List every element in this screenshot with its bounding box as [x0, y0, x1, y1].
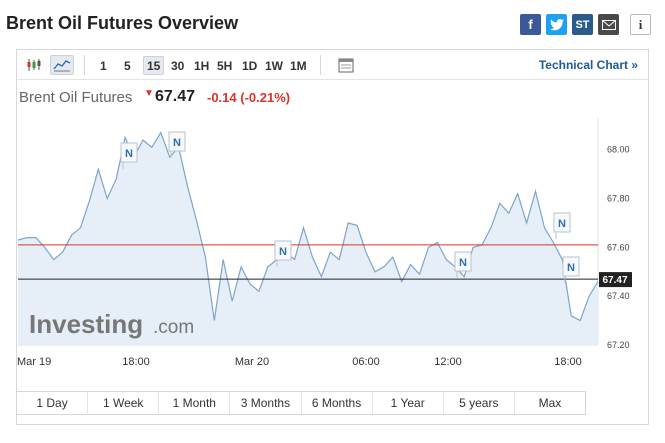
page-header: Brent Oil Futures Overview f ST i	[0, 0, 665, 48]
timeframe-5[interactable]: 5	[124, 58, 131, 73]
info-icon[interactable]: i	[630, 14, 651, 35]
news-marker-box[interactable]	[168, 131, 186, 152]
news-markers[interactable]: N N N N N N	[120, 131, 580, 283]
period-1-week[interactable]: 1 Week	[88, 392, 160, 414]
timeframe-1d[interactable]: 1D	[242, 58, 258, 73]
chart-toolbar: 1 5 15 30 1H 5H 1D 1W 1M Technical Chart…	[17, 50, 648, 80]
x-tick-label: 18:00	[554, 356, 582, 368]
y-tick-label: 67.80	[607, 194, 630, 204]
news-marker-label: N	[125, 148, 133, 160]
instrument-name: Brent Oil Futures	[19, 89, 133, 106]
news-marker[interactable]: N	[120, 142, 138, 169]
technical-chart-link[interactable]: Technical Chart »	[538, 58, 638, 72]
logo-suffix: .com	[153, 317, 194, 338]
change-percent: (-0.21%)	[240, 90, 291, 105]
period-1-month[interactable]: 1 Month	[159, 392, 231, 414]
x-axis-labels: Mar 19 18:00 Mar 20 06:00 12:00 18:00	[17, 356, 582, 368]
news-marker-box[interactable]	[553, 212, 571, 233]
news-marker-box[interactable]	[562, 256, 580, 277]
down-arrow-icon: ▼	[144, 88, 154, 99]
y-tick-label: 67.60	[607, 242, 630, 252]
news-marker-box[interactable]	[274, 240, 292, 261]
page-title: Brent Oil Futures Overview	[6, 13, 239, 33]
x-tick-label: 12:00	[434, 356, 462, 368]
change-value: -0.14	[207, 90, 237, 105]
toolbar-divider	[320, 55, 321, 75]
news-marker[interactable]: N	[168, 131, 186, 158]
x-tick-label: Mar 19	[17, 356, 51, 368]
period-6-months[interactable]: 6 Months	[302, 392, 373, 414]
timeframe-1h[interactable]: 1H	[194, 58, 210, 73]
timeframe-30[interactable]: 30	[171, 58, 185, 73]
area-chart-icon[interactable]	[50, 55, 74, 75]
x-tick-label: 18:00	[122, 356, 150, 368]
y-tick-label: 67.40	[607, 291, 630, 301]
investing-logo: Investing .com	[29, 309, 194, 339]
timeframe-1m[interactable]: 1M	[290, 58, 307, 73]
twitter-share-icon[interactable]	[546, 14, 567, 35]
logo-brand: Investing	[29, 309, 143, 339]
news-marker-label: N	[173, 137, 181, 149]
stocktwits-share-icon[interactable]: ST	[572, 14, 593, 35]
toolbar-divider	[84, 55, 85, 75]
news-marker-box[interactable]	[454, 251, 472, 272]
y-axis-labels: 68.00 67.80 67.60 67.40 67.20	[607, 145, 630, 350]
y-tick-label: 67.20	[607, 340, 630, 350]
period-1-day[interactable]: 1 Day	[17, 392, 89, 414]
timeframe-1w[interactable]: 1W	[265, 58, 283, 73]
x-tick-label: 06:00	[352, 356, 380, 368]
price-area-fill	[18, 132, 598, 345]
period-5-years[interactable]: 5 years	[444, 392, 515, 414]
last-price-label: 67.47	[602, 275, 627, 286]
news-marker[interactable]: N	[454, 251, 472, 278]
timeframe-1[interactable]: 1	[100, 58, 107, 73]
period-1-year[interactable]: 1 Year	[373, 392, 444, 414]
period-selector: 1 Day 1 Week 1 Month 3 Months 6 Months 1…	[16, 391, 586, 415]
facebook-share-icon[interactable]: f	[520, 14, 541, 35]
news-marker-box[interactable]	[120, 142, 138, 163]
news-marker-label: N	[279, 246, 287, 258]
news-marker[interactable]: N	[553, 212, 571, 239]
x-tick-label: Mar 20	[235, 356, 269, 368]
news-marker-label: N	[567, 262, 575, 274]
news-marker[interactable]: N	[562, 256, 580, 283]
candlestick-icon[interactable]	[23, 55, 45, 75]
period-3-months[interactable]: 3 Months	[230, 392, 302, 414]
news-marker[interactable]: N	[274, 240, 292, 267]
timeframe-15[interactable]: 15	[143, 56, 165, 75]
last-price-marker: 67.47	[599, 272, 632, 288]
news-marker-label: N	[558, 218, 566, 230]
calendar-icon[interactable]	[335, 55, 357, 75]
news-marker-label: N	[459, 257, 467, 269]
period-max[interactable]: Max	[538, 396, 562, 410]
price-line	[17, 131, 599, 322]
price-change: -0.14 (-0.21%)	[207, 90, 290, 105]
email-share-icon[interactable]	[598, 14, 619, 35]
timeframe-5h[interactable]: 5H	[217, 58, 233, 73]
last-price: 67.47	[155, 88, 196, 105]
y-tick-label: 68.00	[607, 145, 630, 155]
